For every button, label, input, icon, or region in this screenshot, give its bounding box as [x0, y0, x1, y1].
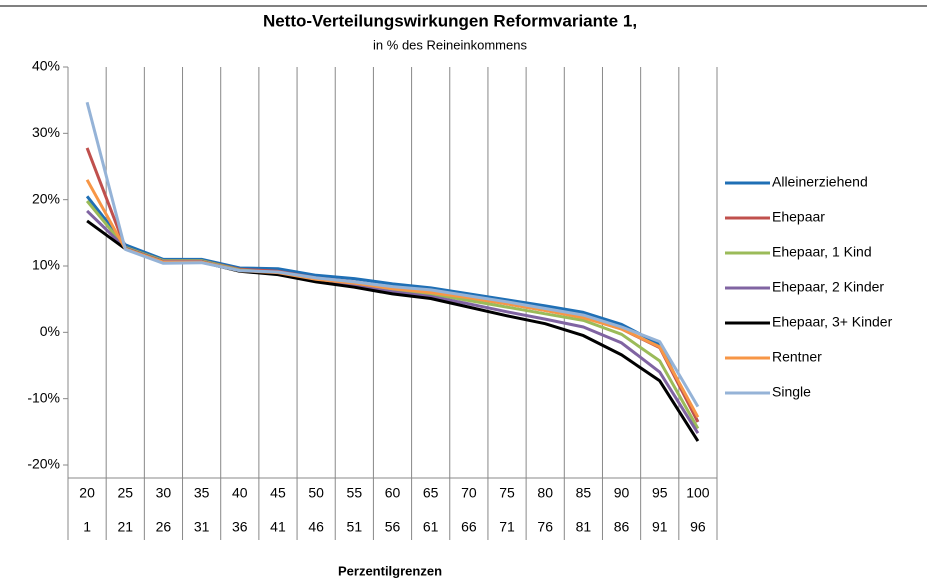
- x-axis-label: Perzentilgrenzen: [338, 563, 442, 578]
- legend-label: Ehepaar, 3+ Kinder: [772, 314, 893, 330]
- x-tick-label-lower: 41: [270, 519, 286, 535]
- x-tick-label-lower: 51: [347, 519, 363, 535]
- series-line: [85, 101, 700, 408]
- chart-title: Netto-Verteilungswirkungen Reformvariant…: [263, 11, 637, 30]
- x-tick-label: 45: [270, 485, 286, 501]
- y-tick-label: 30%: [32, 124, 60, 140]
- legend-label: Ehepaar, 2 Kinder: [772, 279, 884, 295]
- legend-label: Single: [772, 384, 811, 400]
- x-tick-label-lower: 61: [423, 519, 439, 535]
- x-tick-label-lower: 86: [614, 519, 630, 535]
- x-tick-label: 75: [499, 485, 515, 501]
- y-tick-label: 20%: [32, 190, 60, 206]
- x-tick-label: 100: [686, 485, 710, 501]
- legend-label: Ehepaar: [772, 209, 825, 225]
- x-tick-label-lower: 96: [690, 519, 706, 535]
- x-tick-label: 30: [156, 485, 172, 501]
- x-tick-label-lower: 26: [156, 519, 172, 535]
- x-tick-label: 60: [385, 485, 401, 501]
- x-tick-label: 90: [614, 485, 630, 501]
- x-tick-label-lower: 1: [83, 519, 91, 535]
- chart-subtitle: in % des Reineinkommens: [373, 37, 527, 52]
- x-tick-label: 55: [347, 485, 363, 501]
- x-tick-label: 50: [308, 485, 324, 501]
- x-tick-label-lower: 21: [117, 519, 133, 535]
- x-tick-label-lower: 36: [232, 519, 248, 535]
- legend-label: Alleinerziehend: [772, 174, 868, 190]
- x-tick-label-lower: 66: [461, 519, 477, 535]
- y-tick-label: 40%: [32, 58, 60, 74]
- x-tick-label-lower: 46: [308, 519, 324, 535]
- legend-label: Rentner: [772, 349, 822, 365]
- x-tick-label-lower: 56: [385, 519, 401, 535]
- x-tick-label-lower: 71: [499, 519, 515, 535]
- x-tick-label: 95: [652, 485, 668, 501]
- y-tick-label: -20%: [27, 456, 60, 472]
- x-tick-label-lower: 81: [576, 519, 592, 535]
- x-tick-label: 20: [79, 485, 95, 501]
- x-tick-label-lower: 91: [652, 519, 668, 535]
- x-tick-label-lower: 31: [194, 519, 210, 535]
- x-tick-label-lower: 76: [537, 519, 553, 535]
- x-tick-label: 70: [461, 485, 477, 501]
- x-tick-label: 25: [117, 485, 133, 501]
- legend-label: Ehepaar, 1 Kind: [772, 244, 872, 260]
- x-tick-label: 65: [423, 485, 439, 501]
- y-tick-label: 0%: [40, 323, 60, 339]
- x-tick-label: 80: [537, 485, 553, 501]
- x-tick-label: 35: [194, 485, 210, 501]
- y-tick-label: -10%: [27, 389, 60, 405]
- x-tick-label: 85: [576, 485, 592, 501]
- x-tick-label: 40: [232, 485, 248, 501]
- y-tick-label: 10%: [32, 257, 60, 273]
